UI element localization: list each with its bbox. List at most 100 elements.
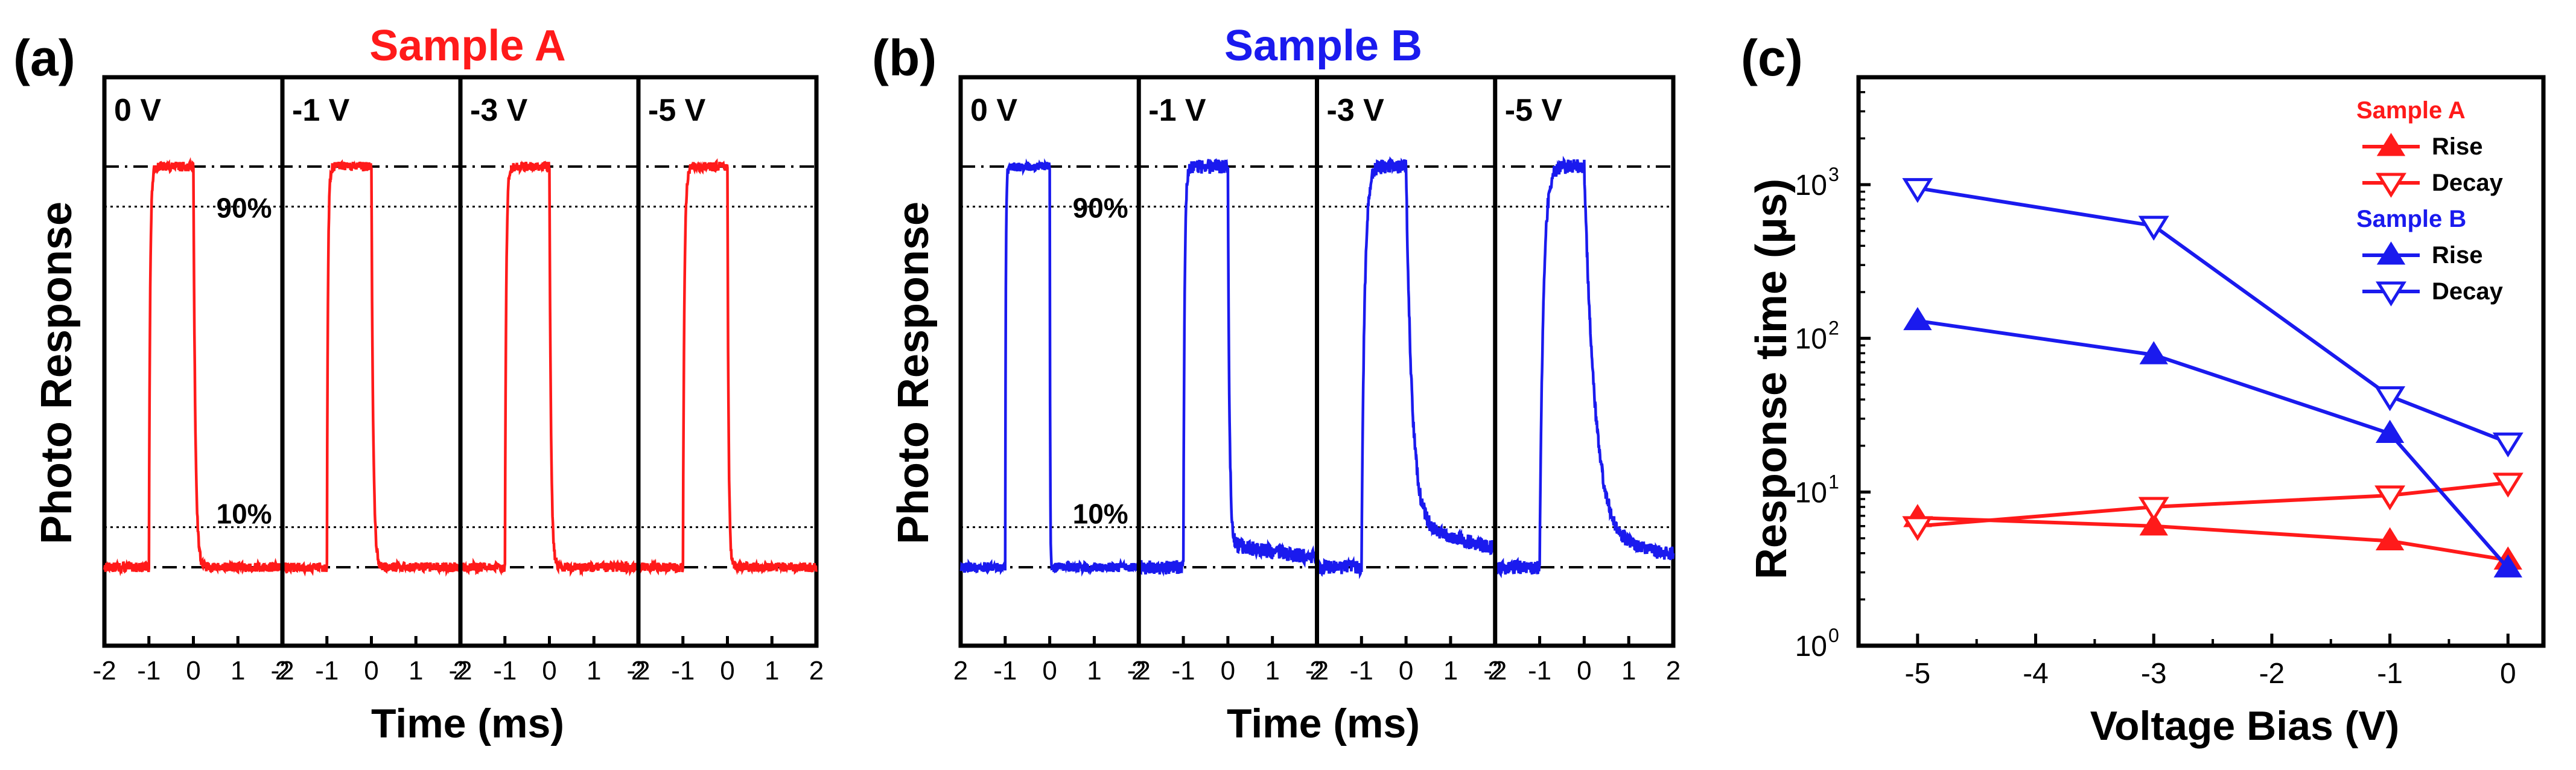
sample-a-rise-line: [1917, 516, 2508, 562]
y-tick-exponent: 0: [1828, 625, 1839, 646]
x-tick-label: 1: [1265, 656, 1279, 686]
x-tick-label: -3: [2141, 658, 2167, 690]
y-tick-label: 10: [1795, 477, 1827, 509]
trace-neg3V: [459, 160, 640, 577]
legend-entry: Rise: [2432, 242, 2483, 269]
legend-group-title: Sample B: [2356, 206, 2466, 232]
legend-marker: [2376, 281, 2406, 307]
segment-label: -1 V: [292, 93, 350, 128]
sample-b-rise-point: [2139, 341, 2168, 364]
segment-label: 0 V: [970, 93, 1017, 128]
sample-a-decay-line: [1917, 480, 2508, 528]
x-tick-label: -1: [137, 656, 161, 686]
trace-neg1V: [1137, 158, 1318, 577]
x-tick-label: -1: [1528, 656, 1551, 686]
sample-a-rise-point: [2139, 512, 2168, 536]
sample-b-rise-point: [2493, 554, 2522, 578]
x-tick-label: -2: [2259, 658, 2285, 690]
x-tick-label: 0: [1399, 656, 1413, 686]
panel-a-y-axis-label: Photo Response: [33, 202, 81, 544]
segment-label: -1 V: [1148, 93, 1206, 128]
panel-a-title: Sample A: [369, 22, 565, 70]
x-tick-label: 1: [1443, 656, 1458, 686]
label-10-percent: 10%: [217, 498, 272, 530]
x-tick-label: -2: [270, 656, 294, 686]
sample-b-decay-point: [1902, 178, 1933, 203]
panel-b-title: Sample B: [1224, 22, 1422, 70]
sample-b-decay-point: [2492, 432, 2524, 458]
x-tick-label: 0: [1577, 656, 1591, 686]
sample-a-decay-point: [2492, 472, 2524, 498]
label-90-percent: 90%: [217, 192, 272, 223]
x-tick-label: -1: [1172, 656, 1195, 686]
x-tick-label: -1: [2377, 658, 2403, 690]
panel-b-y-axis-label: Photo Response: [889, 202, 938, 544]
x-tick-label: -2: [626, 656, 650, 686]
x-tick-label: 0: [186, 656, 200, 686]
x-tick-label: -5: [1905, 658, 1931, 690]
x-tick-label: 0: [2500, 658, 2516, 690]
x-tick-label: 0: [542, 656, 556, 686]
x-tick-label: 2: [809, 656, 824, 686]
panel-c-x-axis-label: Voltage Bias (V): [2090, 703, 2400, 749]
trace-0V: [103, 157, 284, 576]
y-tick-label: 10: [1795, 323, 1827, 355]
x-tick-label: 1: [587, 656, 601, 686]
panel-a-x-axis-label: Time (ms): [371, 701, 564, 746]
panel-b: (b) Sample B Photo Response Time (ms) 0 …: [872, 22, 1681, 746]
x-tick-label: 0: [720, 656, 734, 686]
x-tick-label: 2: [1131, 656, 1146, 686]
x-tick-label: -1: [1350, 656, 1373, 686]
sample-b-decay-point: [2374, 386, 2406, 412]
x-tick-label: -1: [493, 656, 517, 686]
legend-entry: Decay: [2432, 278, 2504, 305]
x-tick-label: -2: [1483, 656, 1507, 686]
x-tick-label: -2: [1305, 656, 1329, 686]
panel-b-x-axis-label: Time (ms): [1227, 701, 1420, 746]
segment-label: -3 V: [470, 93, 528, 128]
panel-a-label: (a): [13, 30, 75, 86]
x-tick-label: -2: [1127, 656, 1151, 686]
y-tick-label: 10: [1795, 631, 1827, 663]
legend-group-title: Sample A: [2356, 97, 2466, 124]
sample-b-decay-point: [2138, 215, 2169, 241]
panel-b-label: (b): [872, 30, 937, 86]
x-tick-label: 1: [231, 656, 245, 686]
x-tick-label: -1: [671, 656, 695, 686]
x-tick-label: 2: [1488, 656, 1503, 686]
x-tick-label: 2: [631, 656, 646, 686]
panel-b-plot-area: 0 V2 -1 0 1 2-1 V-2 -1 0 1 2-3 V-2 -1 0 1 2-5 V-2 -1 0…: [953, 75, 1681, 686]
x-tick-label: 2: [953, 656, 968, 686]
legend-marker: [2376, 173, 2406, 198]
segment-label: -5 V: [1505, 93, 1563, 128]
sample-a-decay-point: [2374, 485, 2406, 511]
trace-neg3V: [1315, 156, 1497, 579]
x-tick-label: -2: [448, 656, 472, 686]
x-tick-label: -1: [315, 656, 339, 686]
panel-c-label: (c): [1741, 30, 1803, 86]
x-tick-label: -1: [993, 656, 1017, 686]
x-tick-label: 2: [1309, 656, 1324, 686]
label-10-percent: 10%: [1073, 498, 1128, 530]
y-tick-exponent: 3: [1828, 164, 1839, 185]
x-tick-label: 2: [453, 656, 468, 686]
y-tick-exponent: 1: [1828, 471, 1839, 492]
segment-label: -5 V: [648, 93, 706, 128]
panel-c: (c) Response time (μs) Voltage Bias (V) …: [1741, 30, 2546, 749]
x-tick-label: 0: [1042, 656, 1057, 686]
legend-marker: [2376, 241, 2406, 265]
sample-a-decay-point: [1902, 516, 1933, 541]
segment-label: -3 V: [1327, 93, 1385, 128]
legend-entry: Decay: [2432, 170, 2504, 196]
trace-neg5V: [637, 158, 818, 576]
x-tick-label: 1: [1087, 656, 1101, 686]
segment-label: 0 V: [114, 93, 161, 128]
legend-entry: Rise: [2432, 133, 2483, 160]
x-tick-label: 1: [409, 656, 423, 686]
x-tick-label: -4: [2023, 658, 2049, 690]
x-tick-label: 1: [1621, 656, 1636, 686]
x-tick-label: 1: [765, 656, 779, 686]
x-tick-label: -2: [92, 656, 116, 686]
sample-b-decay-line: [1917, 186, 2509, 445]
